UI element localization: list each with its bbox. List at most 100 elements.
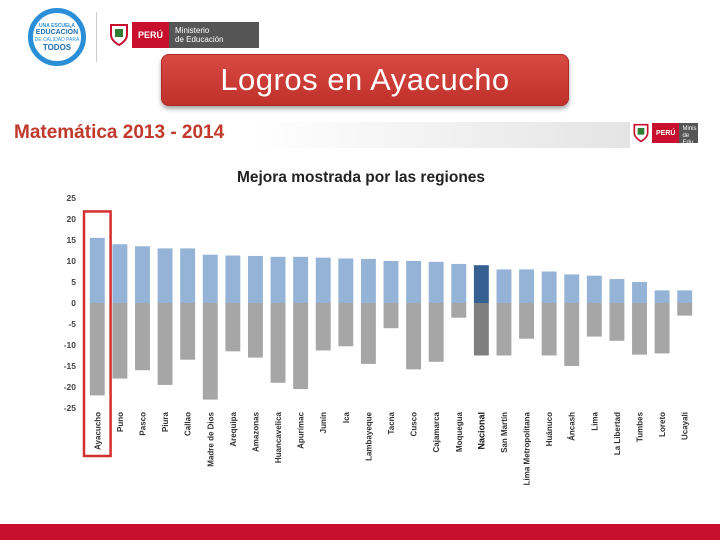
bar-positive [338,258,354,303]
x-category-label: Ucayali [681,412,690,440]
peru-shield-icon [106,22,132,48]
x-category-label: Huancavelica [274,411,283,463]
x-category-label: Ica [342,411,351,423]
bar-negative [135,303,150,371]
y-tick-label: 5 [71,277,76,287]
banner-title: Logros en Ayacucho [220,62,510,97]
bar-negative [315,303,331,351]
x-category-label: Junín [319,412,328,433]
x-category-label: Pasco [138,412,147,436]
peru-shield-small-icon [630,122,652,144]
bar-negative [473,303,489,356]
minedu-logo-ministry: Ministerio de Educación [169,22,260,48]
bar-negative [632,303,647,355]
subtitle-gradient-bar [250,122,630,148]
bars [89,237,693,400]
bar-positive [586,275,602,303]
x-category-label: San Martín [500,412,509,453]
bar-positive [383,261,399,303]
x-category-label: Apurímac [297,411,306,448]
bar-positive [564,274,580,303]
x-category-label: Lambayeque [364,411,373,460]
bar-positive [135,246,150,303]
minedu-logo-country: PERÚ [132,22,170,48]
x-category-label: Ayacucho [93,412,102,450]
x-category-label: Amazonas [251,411,260,452]
footer-bar [0,524,720,540]
bar-positive [541,271,557,303]
minedu-small-logo-ministry: Minis de Edu [679,123,699,143]
title-banner: Logros en Ayacucho [161,54,569,106]
bar-positive [632,282,647,303]
bar-positive [473,265,489,303]
bar-negative [677,303,693,316]
chart-title: Mejora mostrada por las regiones [237,169,485,186]
minedu-small-logo-country: PERÚ [652,123,680,143]
bar-negative [225,303,241,352]
campaign-logo: UNA ESCUELA EDUCACIÓN DE CALIDAD PARA TO… [28,8,86,66]
y-tick-label: 20 [67,214,77,224]
bar-positive [89,237,105,303]
bar-positive [654,290,670,303]
campaign-logo-line1: UNA ESCUELA [39,22,75,29]
x-category-label: Arequipa [229,411,238,446]
x-category-label: Madre de Dios [206,411,215,466]
bar-negative [157,303,173,385]
bar-positive [360,258,376,303]
bar-negative [247,303,263,358]
bar-positive [247,255,263,303]
bar-positive [180,248,196,303]
y-tick-label: -20 [64,382,77,392]
bar-negative [383,303,399,329]
bar-positive [519,269,535,303]
bar-positive [225,255,241,303]
x-category-label: Lima Metropolitana [523,411,532,485]
minedu-logo-ministry-line2: de Educación [175,35,224,44]
x-category-label: Cajamarca [432,411,441,452]
bar-negative [89,303,105,396]
bar-positive [428,261,444,303]
bar-positive [496,269,512,303]
bar-negative [270,303,286,383]
bar-negative [564,303,580,366]
bar-negative [428,303,444,362]
y-tick-label: 15 [67,235,77,245]
bar-positive [609,279,625,303]
y-tick-label: 25 [67,193,77,203]
bar-positive [677,290,693,303]
bar-negative [293,303,309,390]
y-tick-label: 10 [67,256,77,266]
y-tick-label: -5 [68,319,76,329]
minedu-small-logo: PERÚ Minis de Edu [630,122,699,144]
minedu-logo-ministry-line1: Ministerio [175,26,210,35]
x-category-label: Tacna [387,411,396,434]
x-category-label: Piura [161,411,170,432]
ayacucho-highlight-box [82,210,112,458]
bar-negative [338,303,354,347]
bar-negative [202,303,218,400]
bar-positive [451,263,467,303]
bar-negative [586,303,602,337]
region-improvement-chart: Mejora mostrada por las regiones 25 20 15 1… [64,169,693,485]
y-tick-label: 0 [71,298,76,308]
x-category-label: Puno [116,412,125,432]
bar-negative [496,303,512,356]
x-category-label: La Libertad [613,412,622,455]
bar-negative [451,303,467,318]
y-tick-label: -25 [64,403,77,413]
bar-positive [157,248,173,303]
bar-positive [315,257,331,303]
bar-negative [519,303,535,339]
campaign-logo-line2: EDUCACIÓN [35,28,79,36]
x-axis-labels: Ayacucho Puno Pasco Piura Callao Madre de Dio… [93,411,689,485]
x-category-label: Loreto [658,412,667,437]
x-category-label: Cusco [410,412,419,437]
bar-negative [406,303,422,370]
x-category-label: Áncash [568,412,577,441]
campaign-logo-line3: DE CALIDAD PARA [34,36,80,43]
bar-positive [202,254,218,303]
minedu-logo: PERÚ Ministerio de Educación [106,22,260,48]
y-tick-label: -10 [64,340,77,350]
x-category-label: Lima [590,411,599,430]
bar-negative [360,303,376,364]
